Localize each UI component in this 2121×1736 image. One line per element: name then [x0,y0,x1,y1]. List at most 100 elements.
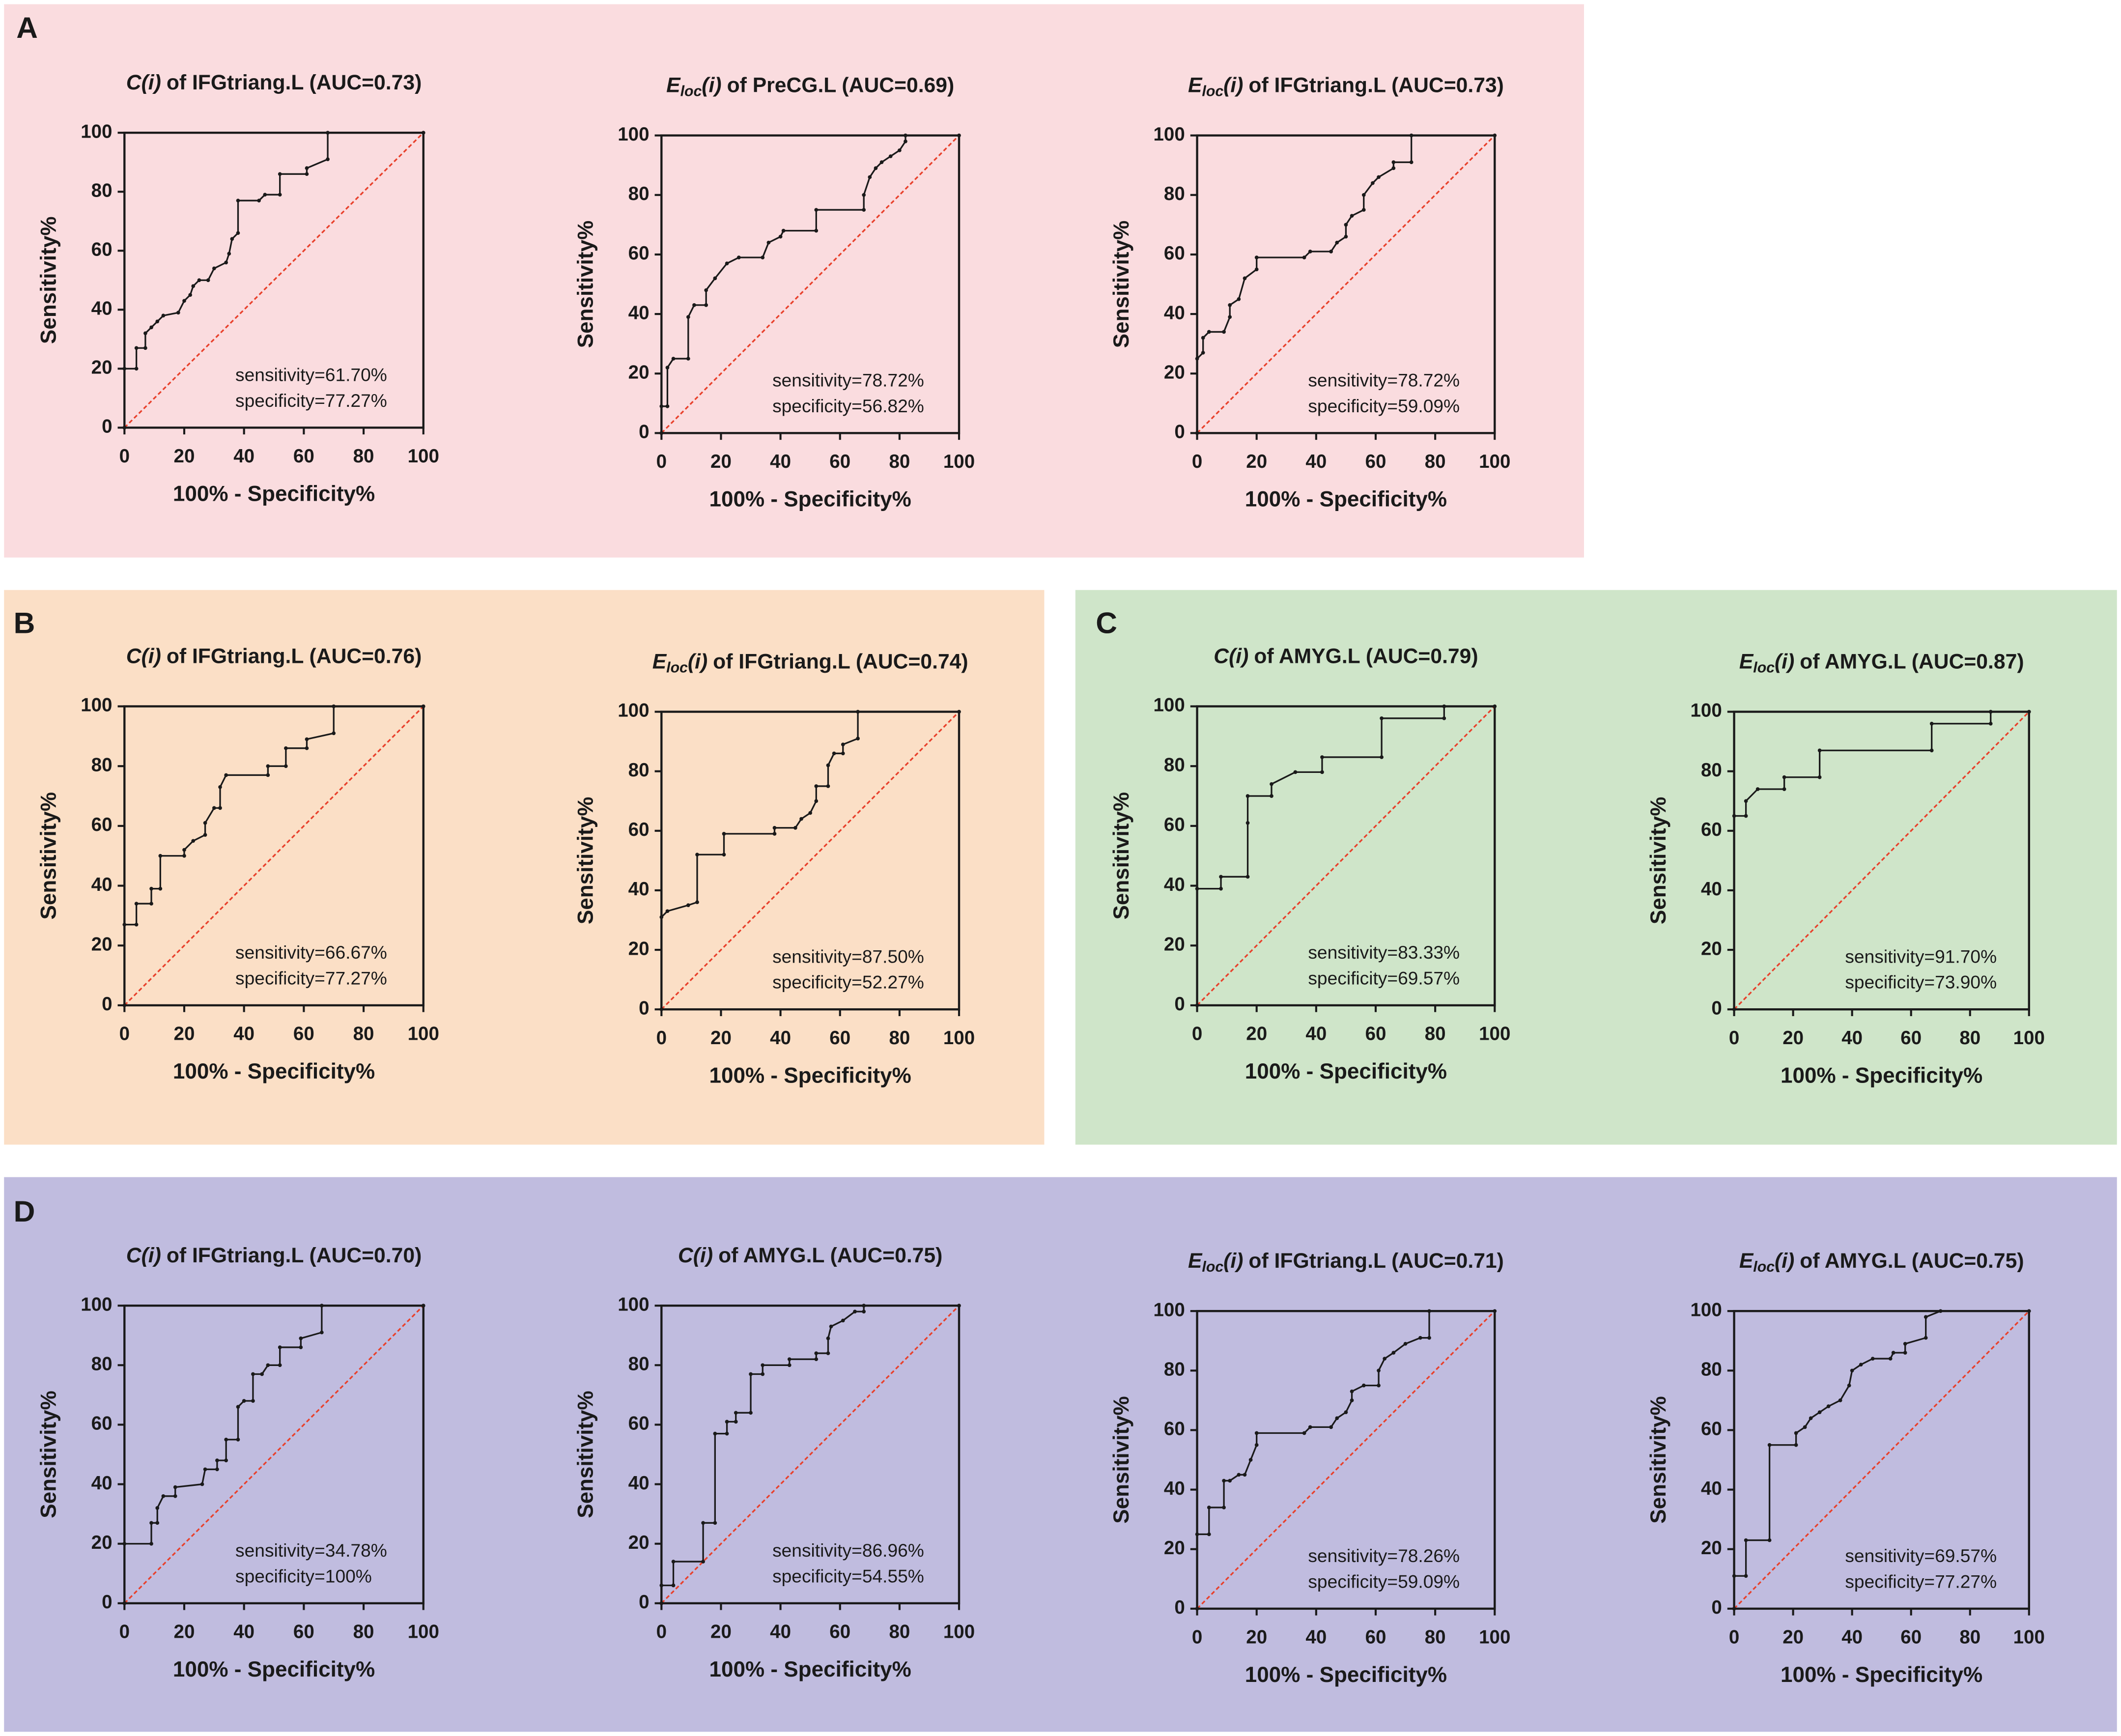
y-tick-label: 100 [618,124,649,145]
roc-point [1744,814,1748,818]
plot-frame [660,134,961,434]
roc-point [1243,276,1247,281]
roc-point [236,199,240,203]
annotation: sensitivity=78.26% [1308,1545,1460,1566]
chart: C(i) of IFGtriang.L (AUC=0.70) 0 20 40 60 80 10… [37,1244,439,1681]
roc-point [149,1541,153,1546]
title-argument: (i) [141,1244,161,1267]
roc-point [224,773,228,777]
roc-point [260,1372,264,1376]
title-metric: C [678,1244,694,1267]
roc-point [188,293,193,297]
chart: Eloc(i) of IFGtriang.L (AUC=0.74) 0 20 40 60 8… [574,650,975,1088]
roc-point [749,1372,753,1376]
roc-point [1403,1341,1408,1346]
roc-point [218,806,222,810]
roc-point [215,1467,219,1472]
roc-point [1803,1425,1807,1429]
roc-point [704,303,708,307]
annotation: specificity=59.09% [1308,1571,1460,1592]
y-axis-label: Sensitivity% [1109,1396,1133,1524]
roc-point [134,922,139,927]
roc-point [778,234,783,239]
title-text: of AMYG.L (AUC=0.75) [1800,1249,2024,1273]
y-tick-label: 0 [639,997,649,1019]
roc-point [686,357,690,361]
x-axis-label: 100% - Specificity% [173,482,375,506]
y-tick-label: 80 [91,180,113,201]
reference-line [661,135,960,434]
x-tick-label: 40 [1305,1024,1327,1045]
x-axis-label: 100% - Specificity% [1781,1064,1982,1088]
roc-point [1409,160,1414,165]
x-tick-label: 20 [1246,451,1267,472]
roc-point [236,1437,240,1442]
y-tick-label: 80 [628,1353,650,1374]
roc-point [227,252,231,256]
x-tick-label: 0 [656,451,667,472]
y-tick-label: 80 [91,754,113,775]
y-tick-label: 80 [1164,754,1185,775]
title-subscript: loc [680,84,702,100]
reference-line [661,1305,960,1604]
roc-point [1228,315,1232,319]
x-tick-label: 0 [1192,451,1202,472]
x-axis-label: 100% - Specificity% [709,1064,911,1088]
roc-point [251,1399,255,1403]
roc-point [829,1324,833,1329]
y-tick-label: 20 [1701,938,1722,959]
roc-point [814,228,819,233]
roc-point [868,175,872,179]
roc-point [722,853,726,857]
roc-point [173,1494,177,1498]
y-tick-label: 60 [628,243,650,264]
annotation: specificity=77.27% [235,390,387,411]
reference-line [1733,711,2030,1010]
roc-point [725,261,729,265]
roc-point [701,1560,705,1564]
x-tick-label: 100 [408,1024,439,1045]
y-tick-label: 100 [81,695,112,716]
x-tick-label: 100 [943,1622,975,1643]
title-metric: C [126,1244,142,1267]
y-tick-label: 20 [628,1532,650,1553]
roc-curve [1733,711,2029,1010]
x-tick-label: 80 [353,446,374,467]
x-tick-label: 20 [710,1027,732,1049]
x-tick-label: 60 [293,446,314,467]
roc-point [155,1521,160,1525]
roc-curve [1196,134,1495,433]
y-tick-label: 80 [628,183,650,204]
roc-point [149,886,153,891]
roc-point [808,811,813,815]
x-axis-label: 100% - Specificity% [709,487,911,512]
roc-point [1794,1443,1798,1447]
roc-point [1245,821,1250,825]
roc-point [332,731,336,736]
roc-point [1329,250,1333,254]
y-tick-label: 100 [1691,1299,1722,1320]
roc-point [1361,208,1366,212]
roc-point [1254,1443,1259,1447]
plot-frame [1196,134,1496,434]
roc-point [862,1309,866,1314]
roc-point [305,737,309,741]
roc-point [1237,1473,1241,1477]
x-axis-label: 100% - Specificity% [1245,1059,1447,1083]
x-axis-label: 100% - Specificity% [709,1657,911,1681]
roc-point [161,313,166,318]
roc-point [224,1458,228,1462]
y-tick-label: 40 [91,1473,113,1494]
y-tick-label: 60 [91,814,113,835]
y-tick-label: 0 [1174,994,1185,1015]
title-argument: (i) [688,650,707,674]
y-tick-label: 20 [628,362,650,383]
roc-point [1350,1398,1354,1402]
x-tick-label: 20 [174,446,195,467]
roc-point [1888,1357,1893,1361]
title-text: of IFGtriang.L (AUC=0.70) [167,1244,422,1267]
chart: Eloc(i) of AMYG.L (AUC=0.75) 0 20 40 60 80 100 0… [1646,1249,2045,1687]
chart: Eloc(i) of AMYG.L (AUC=0.87) 0 20 40 60 80 100 0… [1646,650,2045,1088]
roc-point [826,784,830,788]
roc-point [1207,1532,1211,1537]
